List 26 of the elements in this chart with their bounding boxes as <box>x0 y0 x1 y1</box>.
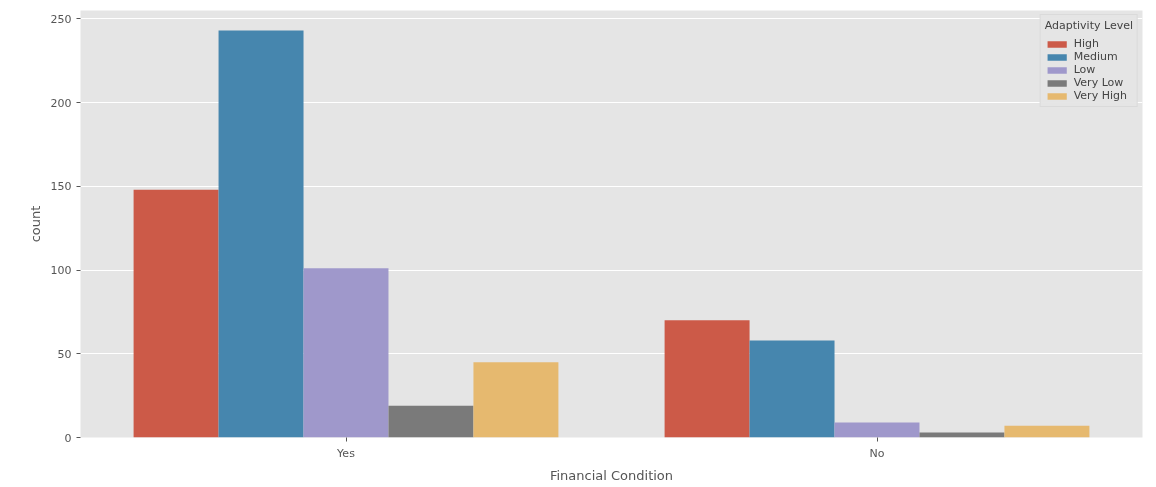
y-tick-label: 200 <box>50 96 72 110</box>
bar <box>473 362 559 438</box>
bar <box>388 405 474 438</box>
bar <box>834 422 920 438</box>
y-tick-label: 100 <box>50 264 72 278</box>
legend-label: Very Low <box>1073 76 1124 89</box>
x-tick-label: Yes <box>336 446 356 460</box>
bar <box>919 432 1005 438</box>
y-tick-label: 50 <box>57 347 72 361</box>
bar <box>133 189 219 438</box>
legend-label: Medium <box>1073 50 1118 63</box>
bar <box>664 320 750 438</box>
bar <box>1004 425 1090 438</box>
legend-label: High <box>1073 37 1099 50</box>
y-tick-label: 0 <box>64 431 72 445</box>
x-axis-title: Financial Condition <box>549 467 674 483</box>
legend-label: Low <box>1073 63 1096 76</box>
bar <box>218 30 304 438</box>
x-tick-label: No <box>869 446 885 460</box>
legend-label: Very High <box>1073 89 1127 102</box>
y-axis-title: count <box>27 205 43 243</box>
bar <box>303 268 389 438</box>
y-tick-label: 150 <box>50 180 72 194</box>
bar <box>749 340 835 438</box>
y-tick-label: 250 <box>50 12 72 26</box>
legend-title: Adaptivity Level <box>1044 19 1133 32</box>
